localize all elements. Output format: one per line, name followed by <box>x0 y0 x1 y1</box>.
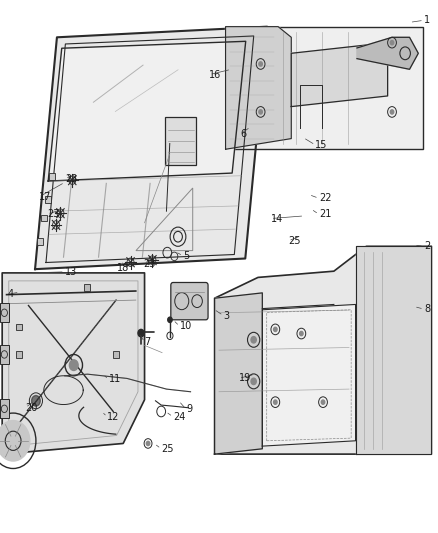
Text: 18: 18 <box>117 263 130 272</box>
Polygon shape <box>262 304 356 446</box>
Polygon shape <box>291 43 388 107</box>
Circle shape <box>300 332 303 336</box>
Circle shape <box>259 110 262 114</box>
Text: 5: 5 <box>183 251 189 261</box>
Text: 19: 19 <box>239 374 251 383</box>
Text: 23: 23 <box>65 174 77 183</box>
Circle shape <box>32 395 40 406</box>
Text: 8: 8 <box>424 304 430 314</box>
Bar <box>49 173 55 180</box>
Text: 2: 2 <box>424 241 430 251</box>
Circle shape <box>259 62 262 66</box>
Text: 16: 16 <box>209 70 222 79</box>
Text: 6: 6 <box>240 130 246 139</box>
Polygon shape <box>226 27 291 149</box>
Text: 15: 15 <box>315 140 328 150</box>
Polygon shape <box>357 37 418 69</box>
Text: 10: 10 <box>180 321 192 331</box>
Bar <box>45 197 51 203</box>
Circle shape <box>251 337 256 343</box>
Circle shape <box>138 329 144 337</box>
Circle shape <box>274 400 277 405</box>
Text: 23: 23 <box>144 259 156 269</box>
Polygon shape <box>356 246 431 454</box>
Text: 3: 3 <box>223 311 230 320</box>
Text: 25: 25 <box>288 236 301 246</box>
Text: 17: 17 <box>39 192 51 202</box>
Bar <box>0 345 9 364</box>
Text: 22: 22 <box>319 193 332 203</box>
Text: 12: 12 <box>107 412 120 422</box>
Polygon shape <box>48 42 246 181</box>
Text: 25: 25 <box>161 444 174 454</box>
Bar <box>84 284 90 290</box>
Circle shape <box>251 378 256 385</box>
Polygon shape <box>35 27 267 269</box>
Text: 24: 24 <box>173 412 185 422</box>
Text: 7: 7 <box>145 337 151 347</box>
Polygon shape <box>215 293 262 454</box>
Circle shape <box>274 327 277 332</box>
Bar <box>113 351 119 358</box>
Polygon shape <box>2 273 145 454</box>
Text: 4: 4 <box>8 289 14 299</box>
Bar <box>16 351 22 358</box>
Bar <box>0 399 9 418</box>
Circle shape <box>168 317 172 322</box>
Bar <box>0 303 9 322</box>
FancyBboxPatch shape <box>171 282 208 320</box>
Text: 21: 21 <box>319 209 331 219</box>
Circle shape <box>0 421 30 461</box>
Polygon shape <box>215 246 431 454</box>
Circle shape <box>390 41 394 45</box>
Text: 20: 20 <box>25 403 38 413</box>
Bar <box>37 238 42 245</box>
Circle shape <box>321 400 325 405</box>
Text: 9: 9 <box>186 405 192 414</box>
Text: 14: 14 <box>271 214 283 223</box>
Circle shape <box>390 110 394 114</box>
FancyBboxPatch shape <box>166 117 196 165</box>
Circle shape <box>146 441 150 446</box>
Text: 11: 11 <box>109 375 121 384</box>
Bar <box>41 215 47 221</box>
Text: 23: 23 <box>47 209 60 219</box>
Bar <box>16 324 22 330</box>
Text: 13: 13 <box>65 267 77 277</box>
Text: 1: 1 <box>424 15 430 25</box>
Circle shape <box>69 360 78 370</box>
FancyBboxPatch shape <box>226 27 423 149</box>
